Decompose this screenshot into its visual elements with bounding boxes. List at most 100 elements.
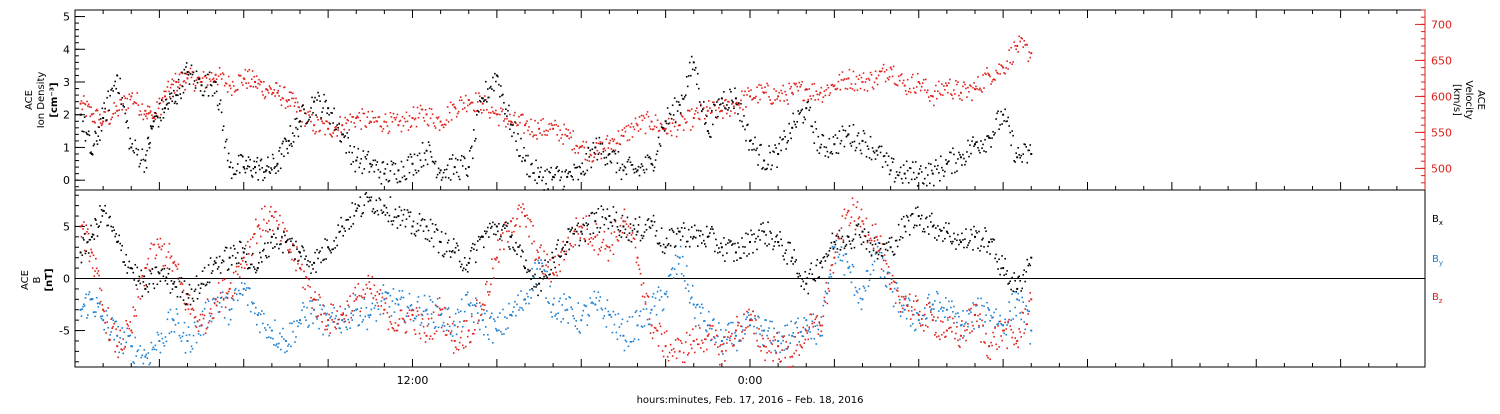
by-sample bbox=[771, 321, 773, 323]
density-sample bbox=[731, 100, 733, 102]
by-sample bbox=[889, 272, 891, 274]
velocity-sample bbox=[778, 92, 780, 94]
velocity-tick-label: 550 bbox=[1431, 126, 1452, 139]
velocity-sample bbox=[311, 114, 313, 116]
bz-point bbox=[538, 257, 540, 259]
by-sample bbox=[446, 330, 448, 332]
bx-sample bbox=[89, 239, 91, 241]
by-sample bbox=[413, 320, 415, 322]
velocity-sample bbox=[321, 121, 323, 123]
bz-sample bbox=[852, 197, 854, 199]
velocity-sample bbox=[310, 121, 312, 123]
bz-sample bbox=[349, 295, 351, 297]
by-sample bbox=[81, 315, 83, 317]
density-sample bbox=[200, 90, 202, 92]
bz-sample bbox=[328, 314, 330, 316]
bx-point bbox=[538, 283, 540, 285]
bx-sample bbox=[465, 269, 467, 271]
velocity-sample bbox=[627, 140, 629, 142]
bz-sample bbox=[930, 311, 932, 313]
velocity-sample bbox=[284, 86, 286, 88]
bx-sample bbox=[288, 252, 290, 254]
density-sample bbox=[371, 166, 373, 168]
bx-point bbox=[426, 225, 428, 227]
density-sample bbox=[561, 171, 563, 173]
velocity-sample bbox=[265, 96, 267, 98]
density-sample bbox=[685, 94, 687, 96]
velocity-point bbox=[327, 128, 329, 130]
bx-sample bbox=[698, 230, 700, 232]
density-sample bbox=[146, 167, 148, 169]
density-sample bbox=[553, 177, 555, 179]
bx-sample bbox=[737, 242, 739, 244]
velocity-sample bbox=[722, 117, 724, 119]
by-sample bbox=[745, 318, 747, 320]
by-sample bbox=[559, 298, 561, 300]
by-sample bbox=[497, 316, 499, 318]
by-sample bbox=[192, 348, 194, 350]
velocity-sample bbox=[475, 92, 477, 94]
velocity-sample bbox=[126, 98, 128, 100]
by-sample bbox=[472, 304, 474, 306]
by-sample bbox=[632, 316, 634, 318]
density-sample bbox=[189, 83, 191, 85]
bz-sample bbox=[99, 288, 101, 290]
velocity-sample bbox=[385, 113, 387, 115]
velocity-sample bbox=[837, 88, 839, 90]
density-sample bbox=[427, 164, 429, 166]
bz-sample bbox=[511, 232, 513, 234]
velocity-sample bbox=[594, 156, 596, 158]
bz-sample bbox=[198, 330, 200, 332]
bz-point bbox=[552, 272, 554, 274]
by-sample bbox=[1023, 321, 1025, 323]
bx-sample bbox=[148, 291, 150, 293]
density-sample bbox=[945, 159, 947, 161]
velocity-sample bbox=[522, 114, 524, 116]
bz-sample bbox=[1024, 308, 1026, 310]
by-sample bbox=[283, 338, 285, 340]
velocity-sample bbox=[352, 116, 354, 118]
bz-sample bbox=[336, 310, 338, 312]
density-sample bbox=[336, 124, 338, 126]
by-sample bbox=[241, 282, 243, 284]
density-sample bbox=[801, 109, 803, 111]
density-sample bbox=[290, 125, 292, 127]
bx-sample bbox=[278, 248, 280, 250]
bx-sample bbox=[301, 245, 303, 247]
bx-sample bbox=[157, 284, 159, 286]
bx-sample bbox=[221, 262, 223, 264]
velocity-sample bbox=[171, 84, 173, 86]
velocity-sample bbox=[357, 117, 359, 119]
velocity-sample bbox=[581, 145, 583, 147]
bz-sample bbox=[952, 318, 954, 320]
density-sample bbox=[192, 74, 194, 76]
bz-sample bbox=[404, 321, 406, 323]
velocity-sample bbox=[816, 94, 818, 96]
density-sample bbox=[182, 86, 184, 88]
bz-sample bbox=[745, 327, 747, 329]
bz-sample bbox=[976, 321, 978, 323]
bz-sample bbox=[419, 333, 421, 335]
density-sample bbox=[630, 161, 632, 163]
bx-sample bbox=[586, 225, 588, 227]
density-sample bbox=[177, 94, 179, 96]
bx-sample bbox=[335, 237, 337, 239]
by-sample bbox=[540, 259, 542, 261]
density-sample bbox=[554, 174, 556, 176]
velocity-sample bbox=[948, 82, 950, 84]
bz-sample bbox=[245, 245, 247, 247]
bx-sample bbox=[217, 268, 219, 270]
bz-sample bbox=[466, 320, 468, 322]
density-sample bbox=[83, 131, 85, 133]
bz-sample bbox=[560, 251, 562, 253]
by-sample bbox=[403, 297, 405, 299]
velocity-sample bbox=[779, 100, 781, 102]
density-sample bbox=[874, 152, 876, 154]
velocity-sample bbox=[970, 85, 972, 87]
bz-sample bbox=[230, 282, 232, 284]
bz-sample bbox=[519, 226, 521, 228]
bx-point bbox=[763, 231, 765, 233]
velocity-sample bbox=[374, 121, 376, 123]
bx-sample bbox=[555, 248, 557, 250]
bz-sample bbox=[480, 314, 482, 316]
